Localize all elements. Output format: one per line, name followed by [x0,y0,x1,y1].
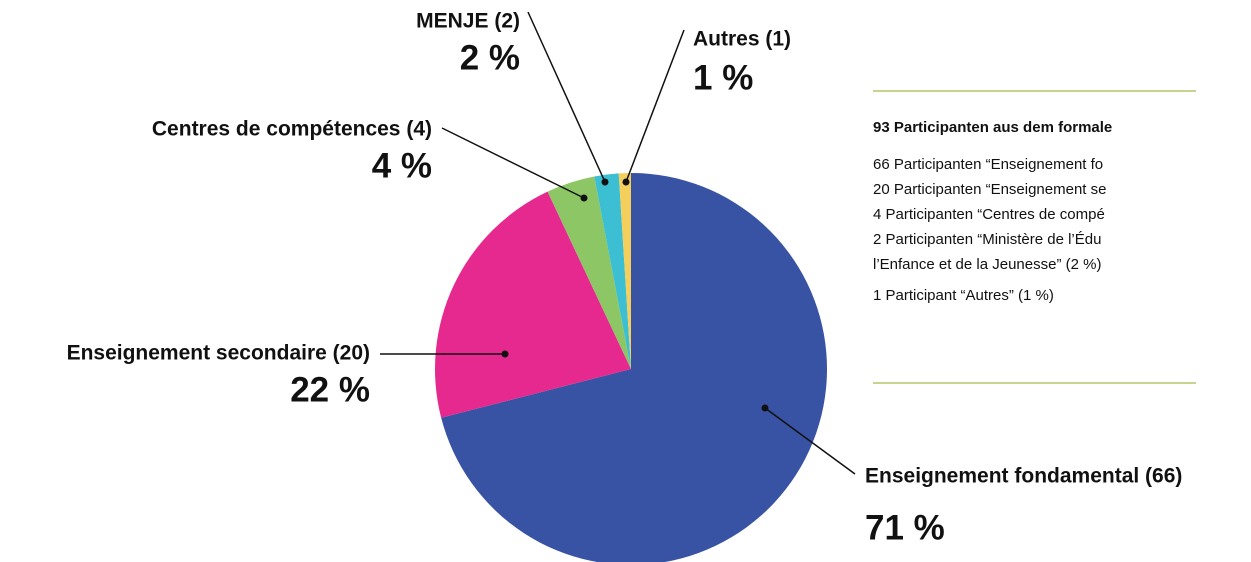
panel-line: 4 Participanten “Centres de compé [873,206,1105,223]
panel-line: 2 Participanten “Ministère de l’Édu [873,231,1101,248]
slice-percent: 4 % [372,146,432,185]
slice-name: Centres de compétences (4) [152,118,432,141]
leader-dot [601,178,609,186]
pie-slice [594,173,631,369]
slice-name: Enseignement fondamental (66) [865,465,1182,488]
panel-line: l’Enfance et de la Jeunesse” (2 %) [873,256,1101,273]
pie-slice [441,173,827,562]
pie-slice [618,173,631,369]
slice-percent: 71 % [865,508,945,547]
panel-title: 93 Participanten aus dem formale [873,119,1112,136]
slice-percent: 2 % [460,38,520,77]
panel-line: 1 Participant “Autres” (1 %) [873,287,1054,304]
leader-dot [761,404,769,412]
slice-percent: 22 % [290,370,370,409]
panel-line: 20 Participanten “Enseignement se [873,181,1106,198]
pie-slice [435,191,631,418]
slice-name: MENJE (2) [416,10,520,33]
leader-dot [622,178,630,186]
leader-dot [580,194,588,202]
pie-slice [547,176,631,369]
leader-line [527,11,606,183]
leader-line [441,127,585,199]
leader-line [764,407,856,475]
leader-line [625,29,685,183]
slice-percent: 1 % [693,58,753,97]
slice-name: Enseignement secondaire (20) [67,342,370,365]
slice-name: Autres (1) [693,28,791,51]
leader-dot [501,350,509,358]
panel-line: 66 Participanten “Enseignement fo [873,156,1103,173]
